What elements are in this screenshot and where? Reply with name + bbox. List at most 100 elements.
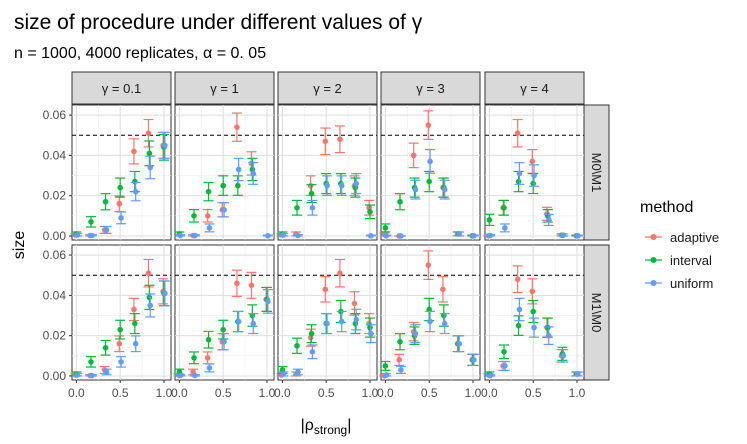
point-uniform	[383, 372, 390, 378]
point-adaptive	[145, 130, 152, 137]
point-uniform	[368, 232, 374, 239]
point-interval	[515, 322, 522, 329]
point-interval	[88, 359, 94, 365]
x-tick-label: 1.0	[569, 386, 586, 400]
point-interval	[367, 324, 373, 331]
y-tick-label: 0.02	[43, 189, 67, 203]
y-tick-label: 0.02	[43, 329, 67, 343]
facet-strip-col	[277, 71, 378, 105]
point-interval	[235, 182, 241, 189]
point-interval	[220, 326, 226, 333]
facet-panel: 0.0 0.5 1.0	[377, 244, 482, 400]
point-uniform	[471, 232, 477, 239]
facet-strip-col	[484, 71, 585, 105]
point-uniform	[560, 353, 567, 359]
point-uniform	[531, 172, 537, 179]
x-tick-label: 0.0	[68, 386, 85, 400]
x-tick-label: 1.0	[259, 386, 276, 400]
point-uniform	[280, 232, 287, 238]
x-tick-label: 0.5	[215, 386, 232, 400]
point-uniform	[74, 372, 81, 378]
legend: method adaptive interval uniform	[640, 199, 719, 291]
point-adaptive	[529, 158, 536, 165]
y-tick-label: 0.06	[43, 108, 67, 122]
point-uniform	[206, 365, 213, 371]
point-interval	[102, 344, 109, 351]
x-tick-label: 0.0	[274, 386, 291, 400]
y-tick-label: 0.04	[43, 288, 67, 302]
facet-strip-label: γ = 0.1	[102, 81, 141, 96]
point-interval	[132, 178, 138, 185]
point-uniform	[456, 340, 463, 347]
point-interval	[382, 225, 389, 231]
point-adaptive	[234, 280, 240, 287]
facet-panel: 0.0 0.5 1.0 0.00 0.02 0.04 0.06	[43, 244, 173, 400]
point-adaptive	[410, 152, 417, 159]
point-uniform	[456, 231, 463, 237]
point-uniform	[324, 182, 330, 189]
facet-strip-row	[581, 244, 610, 381]
point-uniform	[560, 232, 567, 238]
point-uniform	[235, 318, 242, 325]
legend-key-interval	[645, 257, 662, 263]
point-interval	[501, 348, 507, 355]
point-adaptive	[514, 276, 521, 283]
y-tick-label: 0.04	[43, 148, 67, 162]
point-uniform	[575, 371, 581, 377]
point-interval	[191, 355, 197, 361]
legend-label: interval	[670, 253, 712, 268]
point-interval	[117, 184, 123, 191]
point-interval	[501, 204, 507, 211]
point-interval	[530, 180, 536, 187]
point-interval	[191, 213, 197, 219]
legend-label: adaptive	[670, 230, 719, 245]
point-adaptive	[425, 122, 432, 128]
point-interval	[294, 204, 300, 211]
x-tick-label: 0.0	[377, 386, 394, 400]
point-interval	[545, 324, 551, 331]
point-uniform	[250, 320, 257, 327]
x-axis-label-main: |ρ	[301, 417, 314, 434]
point-adaptive	[337, 136, 343, 143]
point-uniform	[177, 232, 184, 239]
point-adaptive	[322, 286, 329, 293]
point-interval	[486, 217, 493, 223]
x-tick-label: 0.5	[318, 386, 335, 400]
point-uniform	[192, 372, 198, 379]
point-uniform	[295, 369, 301, 375]
facet-strip-col	[174, 71, 275, 105]
point-uniform	[338, 182, 345, 189]
point-uniform	[206, 225, 213, 231]
x-tick-label: 0.5	[112, 386, 129, 400]
point-uniform	[309, 204, 316, 211]
panel-background	[277, 104, 378, 241]
point-interval	[515, 178, 522, 185]
point-adaptive	[248, 282, 255, 289]
point-uniform	[265, 298, 271, 305]
chart-subtitle: n = 1000, 4000 replicates, α = 0. 05	[14, 45, 266, 62]
point-adaptive	[234, 124, 240, 130]
point-uniform	[132, 188, 139, 195]
point-uniform	[280, 371, 287, 377]
point-uniform	[265, 232, 271, 239]
point-uniform	[162, 142, 168, 149]
point-uniform	[118, 215, 124, 221]
chart-title: size of procedure under different values…	[14, 11, 423, 34]
panel-background	[277, 244, 378, 381]
point-uniform	[427, 158, 433, 165]
x-tick-label: 0.0	[171, 386, 188, 400]
point-interval	[220, 182, 226, 189]
point-interval	[132, 320, 138, 327]
point-interval	[117, 326, 123, 333]
point-uniform	[221, 338, 227, 345]
point-uniform	[545, 217, 552, 223]
point-uniform	[353, 316, 360, 323]
point-adaptive	[322, 138, 329, 145]
facet-row-label: M1\M0	[589, 293, 604, 333]
point-uniform	[324, 320, 330, 327]
x-tick-label: 1.0	[156, 386, 173, 400]
facet-strip-label: γ = 2	[313, 81, 342, 96]
facet-panel: 0.00 0.02 0.04 0.06	[43, 104, 172, 243]
